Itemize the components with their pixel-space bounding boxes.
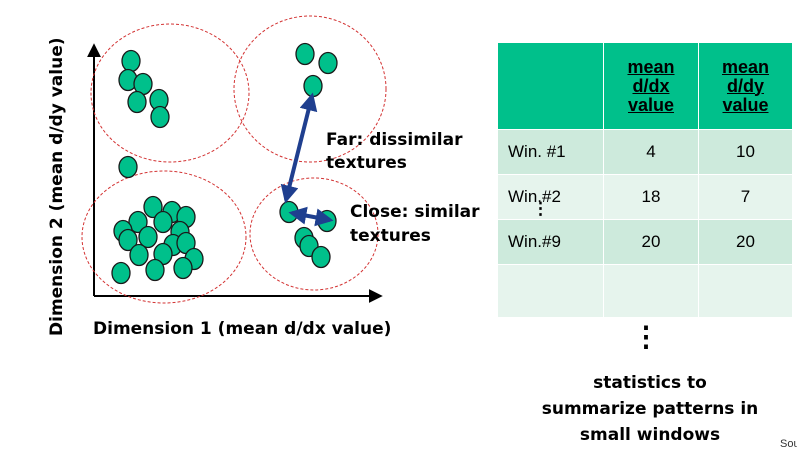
- table-row: Win.#9 20 20: [497, 219, 793, 265]
- texture-window-dot: [128, 210, 148, 234]
- close-annotation-line1: Close: similar: [350, 202, 480, 222]
- cell-dy: 7: [698, 174, 793, 220]
- empty-cell: [497, 264, 604, 318]
- texture-window-dot: [129, 243, 149, 267]
- texture-window-dot: [127, 90, 147, 114]
- texture-window-dot: [121, 49, 141, 73]
- texture-window-dot: [150, 105, 170, 129]
- close-arrow: [288, 206, 334, 227]
- texture-feature-plot: Far: dissimilar textures Close: similar …: [47, 15, 480, 339]
- table-header-row: mean d/dx value mean d/dy value: [497, 42, 793, 130]
- row-label: Win.#2 ⋮: [497, 174, 604, 220]
- row-ellipsis: ⋮: [532, 199, 549, 218]
- far-arrow: [280, 92, 318, 204]
- texture-window-dot: [111, 261, 131, 285]
- table-continuation-dots: ⋮: [632, 321, 660, 352]
- far-annotation-line1: Far: dissimilar: [326, 130, 463, 150]
- cell-dx: 4: [603, 129, 699, 175]
- texture-window-dot: [143, 195, 163, 219]
- header-blank-cell: [497, 42, 604, 130]
- close-annotation-line2: textures: [350, 226, 431, 246]
- source-credit: Sou: [780, 438, 797, 450]
- texture-window-dot: [303, 74, 323, 98]
- cell-dx: 18: [603, 174, 699, 220]
- table-row: Win.#2 ⋮ 18 7: [497, 174, 793, 220]
- row-label: Win.#9: [497, 219, 604, 265]
- empty-cell: [698, 264, 793, 318]
- texture-window-dot: [118, 155, 138, 179]
- table-row: Win. #1 4 10: [497, 129, 793, 175]
- x-axis-label: Dimension 1 (mean d/dx value): [93, 319, 391, 339]
- empty-cell: [603, 264, 699, 318]
- row-label: Win. #1: [497, 129, 604, 175]
- cell-dy: 20: [698, 219, 793, 265]
- cluster-outline-top-left: [90, 23, 250, 163]
- y-axis-label: Dimension 2 (mean d/dy value): [47, 37, 67, 336]
- window-statistics-table: mean d/dx value mean d/dy value Win. #1 …: [497, 42, 793, 318]
- header-mean-dx: mean d/dx value: [603, 42, 699, 130]
- cluster-outline-bottom-left: [81, 170, 247, 304]
- table-row-empty: [497, 264, 793, 318]
- texture-window-dot: [145, 258, 165, 282]
- texture-window-dot: [295, 42, 315, 66]
- caption: statistics to summarize patterns in smal…: [541, 373, 759, 445]
- cell-dy: 10: [698, 129, 793, 175]
- cell-dx: 20: [603, 219, 699, 265]
- header-mean-dy: mean d/dy value: [698, 42, 793, 130]
- texture-window-dot: [138, 225, 158, 249]
- texture-window-dot: [311, 245, 331, 269]
- texture-window-dot: [118, 228, 138, 252]
- texture-window-dot: [318, 51, 338, 75]
- texture-window-dot: [153, 210, 173, 234]
- texture-window-dot: [173, 256, 193, 280]
- far-annotation-line2: textures: [326, 153, 407, 173]
